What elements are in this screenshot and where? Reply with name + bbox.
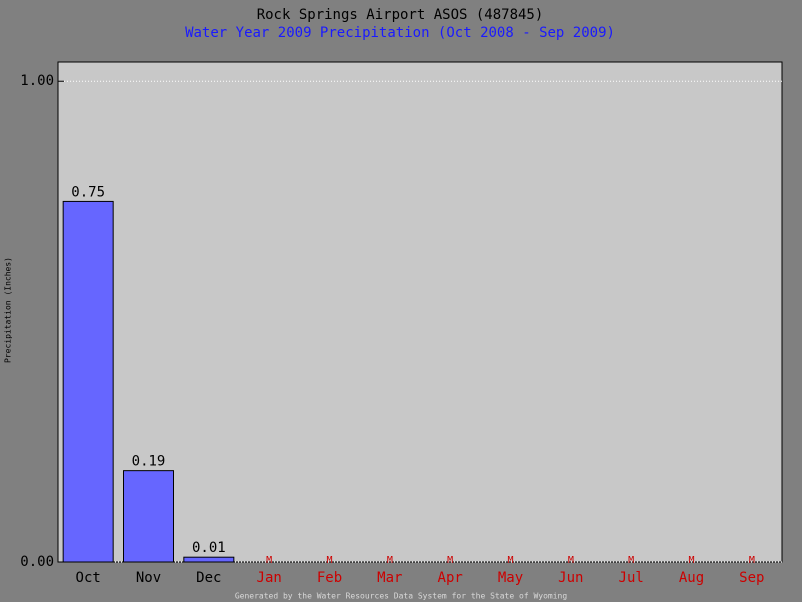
x-tick-label: Sep [739, 570, 764, 586]
value-label: 0.75 [71, 184, 105, 200]
value-label: 0.01 [192, 540, 226, 556]
x-tick-label: Jun [558, 570, 583, 586]
y-tick-label: 1.00 [20, 73, 54, 89]
bar [123, 470, 174, 563]
x-tick-label: Apr [438, 570, 463, 586]
missing-label: M [326, 555, 332, 566]
missing-label: M [507, 555, 513, 566]
missing-label: M [387, 555, 393, 566]
missing-label: M [266, 555, 272, 566]
plot-area [57, 61, 783, 563]
x-tick-label: May [498, 570, 523, 586]
x-tick-label: Dec [196, 570, 221, 586]
x-tick-label: Nov [136, 570, 161, 586]
chart-subtitle: Water Year 2009 Precipitation (Oct 2008 … [185, 25, 615, 41]
x-tick-label: Aug [679, 570, 704, 586]
missing-label: M [568, 555, 574, 566]
x-tick-label: Jan [257, 570, 282, 586]
y-tick-label: 0.00 [20, 554, 54, 570]
bar [183, 556, 235, 563]
chart-title: Rock Springs Airport ASOS (487845) [257, 7, 544, 23]
x-tick-label: Oct [76, 570, 101, 586]
bar [62, 200, 114, 563]
value-label: 0.19 [132, 454, 166, 470]
x-tick-label: Jul [619, 570, 644, 586]
missing-label: M [688, 555, 694, 566]
y-axis-label: Precipitation (Inches) [4, 257, 13, 363]
x-tick-label: Feb [317, 570, 342, 586]
missing-label: M [447, 555, 453, 566]
x-tick-label: Mar [377, 570, 402, 586]
missing-label: M [749, 555, 755, 566]
missing-label: M [628, 555, 634, 566]
footer: Generated by the Water Resources Data Sy… [235, 592, 568, 601]
